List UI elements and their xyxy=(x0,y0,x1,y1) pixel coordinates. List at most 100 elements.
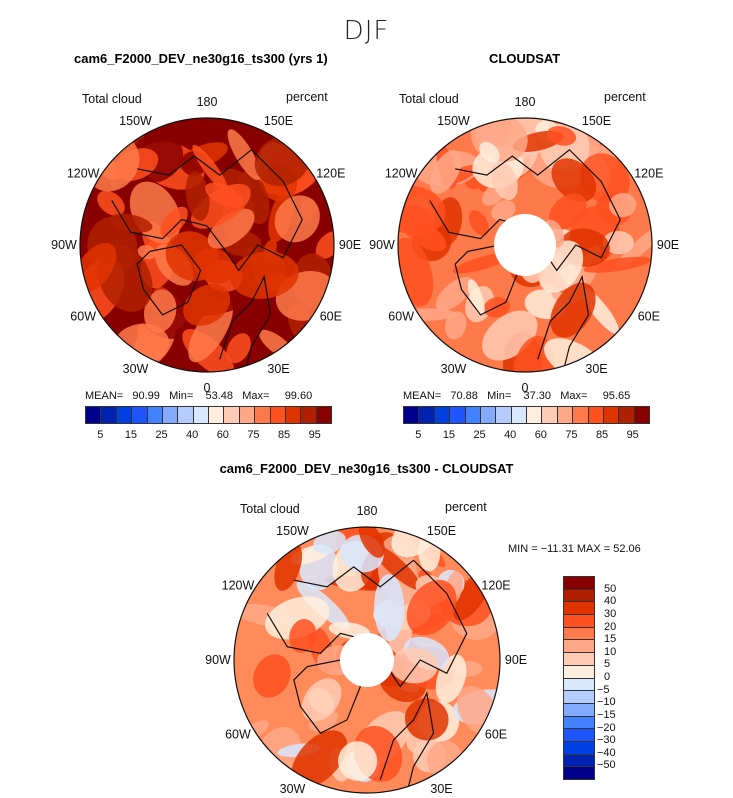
longitude-label: 60E xyxy=(320,310,342,324)
colorbar-swatch xyxy=(564,665,594,679)
mean-label: MEAN= xyxy=(85,390,124,402)
colorbar-swatch xyxy=(132,407,148,423)
contour-region xyxy=(137,245,157,260)
coastline xyxy=(429,148,621,272)
contour-region xyxy=(183,284,231,326)
map-border xyxy=(397,117,653,373)
colorbar-swatch xyxy=(255,407,271,423)
longitude-label: 60W xyxy=(225,728,251,742)
longitude-label: 150E xyxy=(427,524,456,538)
contour-region xyxy=(391,527,437,558)
colorbar-tick-label: 50 xyxy=(604,582,617,595)
contour-region xyxy=(230,251,299,299)
longitude-label: 150E xyxy=(582,114,611,128)
panel-2-stats: MEAN= 70.88 Min= 37.30 Max= 95.65 xyxy=(403,390,630,402)
colorbar-tick-label: 25 xyxy=(155,429,168,441)
colorbar-tick-label: −15 xyxy=(597,708,616,721)
min-value: 37.30 xyxy=(523,390,552,402)
longitude-label: 120E xyxy=(634,167,663,181)
map-border xyxy=(79,117,335,373)
colorbar-tick-label: 0 xyxy=(604,671,611,683)
colorbar-tick-label: 20 xyxy=(604,620,617,633)
contour-region xyxy=(253,654,291,698)
contour-region xyxy=(444,311,467,340)
colorbar-tick-label: 60 xyxy=(216,429,229,441)
panel-3-minmax: MIN = −11.31 MAX = 52.06 xyxy=(508,543,641,555)
colorbar-tick-label: 85 xyxy=(277,429,291,441)
longitude-label: 90E xyxy=(657,238,679,252)
longitude-label: 0 xyxy=(522,381,529,395)
panel-3-units: percent xyxy=(445,500,487,514)
colorbar-swatch xyxy=(588,407,604,423)
colorbar-swatch xyxy=(285,407,302,423)
colorbar-swatch xyxy=(419,407,435,423)
contour-region xyxy=(398,185,446,235)
colorbar-swatch xyxy=(404,407,420,423)
colorbar-swatch xyxy=(162,407,179,423)
max-label: Max= xyxy=(560,390,588,402)
colorbar-swatch xyxy=(634,407,649,423)
contour-region xyxy=(109,213,153,233)
contour-region xyxy=(338,741,378,781)
contour-region xyxy=(291,730,348,788)
contour-region xyxy=(315,231,334,259)
panel-2-variable: Total cloud xyxy=(399,92,459,106)
mean-value: 70.88 xyxy=(450,390,478,402)
contour-region xyxy=(205,182,243,208)
longitude-label: 180 xyxy=(357,504,378,518)
colorbar-tick-label: −10 xyxy=(597,696,616,709)
longitude-label: 180 xyxy=(515,95,536,109)
colorbar-swatch xyxy=(564,691,594,704)
contour-region xyxy=(226,333,251,364)
contour-region xyxy=(313,530,346,554)
coastline xyxy=(266,559,468,688)
colorbar-tick-label: −40 xyxy=(597,746,616,759)
colorbar-tick-label: 25 xyxy=(473,429,486,441)
colorbar-swatch xyxy=(564,741,594,755)
panel-3-title: cam6_F2000_DEV_ne30g16_ts300 - CLOUDSAT xyxy=(219,461,514,476)
longitude-label: 150W xyxy=(276,524,309,538)
longitude-label: 180 xyxy=(197,95,218,109)
longitude-label: 90E xyxy=(339,238,361,252)
longitude-label: 30E xyxy=(430,782,452,796)
colorbar-tick-label: 30 xyxy=(604,607,617,620)
min-label: Min= xyxy=(487,390,512,402)
colorbar-swatch xyxy=(86,407,102,423)
contour-region xyxy=(371,543,422,591)
polar-gap xyxy=(494,214,556,276)
contour-region xyxy=(403,219,447,252)
longitude-label: 30E xyxy=(585,362,607,376)
colorbar-swatch xyxy=(542,407,558,423)
contour-region xyxy=(160,206,188,238)
colorbar-swatch xyxy=(564,627,594,641)
contour-region xyxy=(227,129,261,181)
map-border xyxy=(233,526,501,794)
contour-region xyxy=(193,247,235,284)
longitude-label: 90E xyxy=(505,653,527,667)
colorbar-swatch xyxy=(450,407,466,423)
scandinavia-coastline xyxy=(219,274,272,372)
longitude-label: 90W xyxy=(369,238,395,252)
colorbar-swatch xyxy=(178,407,194,423)
contour-region xyxy=(550,282,596,338)
colorbar-tick-label: 75 xyxy=(247,429,260,441)
longitude-label: 150W xyxy=(437,114,470,128)
contour-region xyxy=(583,256,651,273)
contour-region xyxy=(97,190,125,216)
colorbar-swatch xyxy=(564,678,594,692)
contour-region xyxy=(429,150,462,194)
longitude-label: 120E xyxy=(481,579,510,593)
colorbar-swatch xyxy=(301,407,317,423)
colorbar-swatch xyxy=(557,407,574,423)
longitude-label: 30E xyxy=(267,362,289,376)
colorbar-tick-label: 5 xyxy=(97,429,104,441)
colorbar-swatch xyxy=(116,407,133,423)
contour-region xyxy=(467,279,485,316)
longitude-label: 60W xyxy=(70,310,96,324)
colorbar-swatch xyxy=(564,729,594,742)
panel-2-title: CLOUDSAT xyxy=(489,51,561,66)
contour-region xyxy=(616,224,652,269)
panel-3-colorbar-ticks: 50 40 30 20 15 10 5 0 −5 −10 −15 −20 −30 −40 −50 xyxy=(597,576,637,778)
contour-region xyxy=(289,619,317,653)
